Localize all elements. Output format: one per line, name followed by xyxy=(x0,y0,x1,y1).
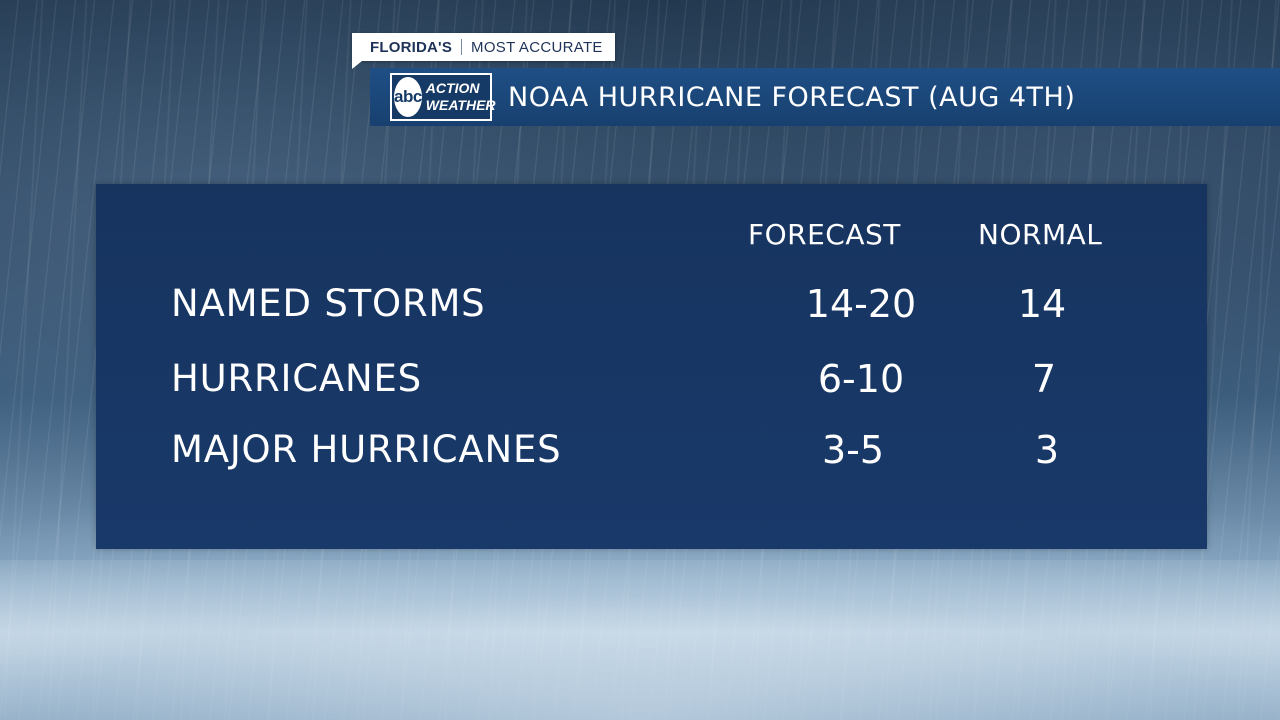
page-title: NOAA HURRICANE FORECAST (AUG 4TH) xyxy=(508,81,1076,113)
abc-action-weather-logo: abc ACTION WEATHER xyxy=(390,73,496,121)
logo-mark: abc xyxy=(394,77,422,117)
named-storms-normal: 14 xyxy=(1017,282,1067,326)
row-label-major-hurricanes: MAJOR HURRICANES xyxy=(171,428,562,471)
wet-ground-reflection xyxy=(0,560,1280,720)
column-header-normal: NORMAL xyxy=(978,218,1103,251)
column-header-forecast: FORECAST xyxy=(748,218,901,251)
title-bar: abc ACTION WEATHER NOAA HURRICANE FORECA… xyxy=(370,68,1280,126)
hurricanes-normal: 7 xyxy=(1031,357,1057,401)
logo-line-2: WEATHER xyxy=(425,97,496,113)
major-hurricanes-forecast: 3-5 xyxy=(821,428,885,472)
hurricanes-forecast: 6-10 xyxy=(817,357,905,401)
row-label-named-storms: NAMED STORMS xyxy=(171,282,486,325)
named-storms-forecast: 14-20 xyxy=(805,282,917,326)
logo-line-1: ACTION xyxy=(425,80,480,96)
tag-left-text: FLORIDA'S xyxy=(370,38,453,56)
tag-right-text: MOST ACCURATE xyxy=(471,38,603,56)
tag-divider xyxy=(461,39,463,55)
major-hurricanes-normal: 3 xyxy=(1034,428,1060,472)
logo-wordmark: ACTION WEATHER xyxy=(426,80,496,114)
row-label-hurricanes: HURRICANES xyxy=(171,357,422,400)
header-tag: FLORIDA'S MOST ACCURATE xyxy=(352,33,615,69)
forecast-table-panel: FORECAST NORMAL NAMED STORMS 14-20 14 HU… xyxy=(96,184,1207,549)
